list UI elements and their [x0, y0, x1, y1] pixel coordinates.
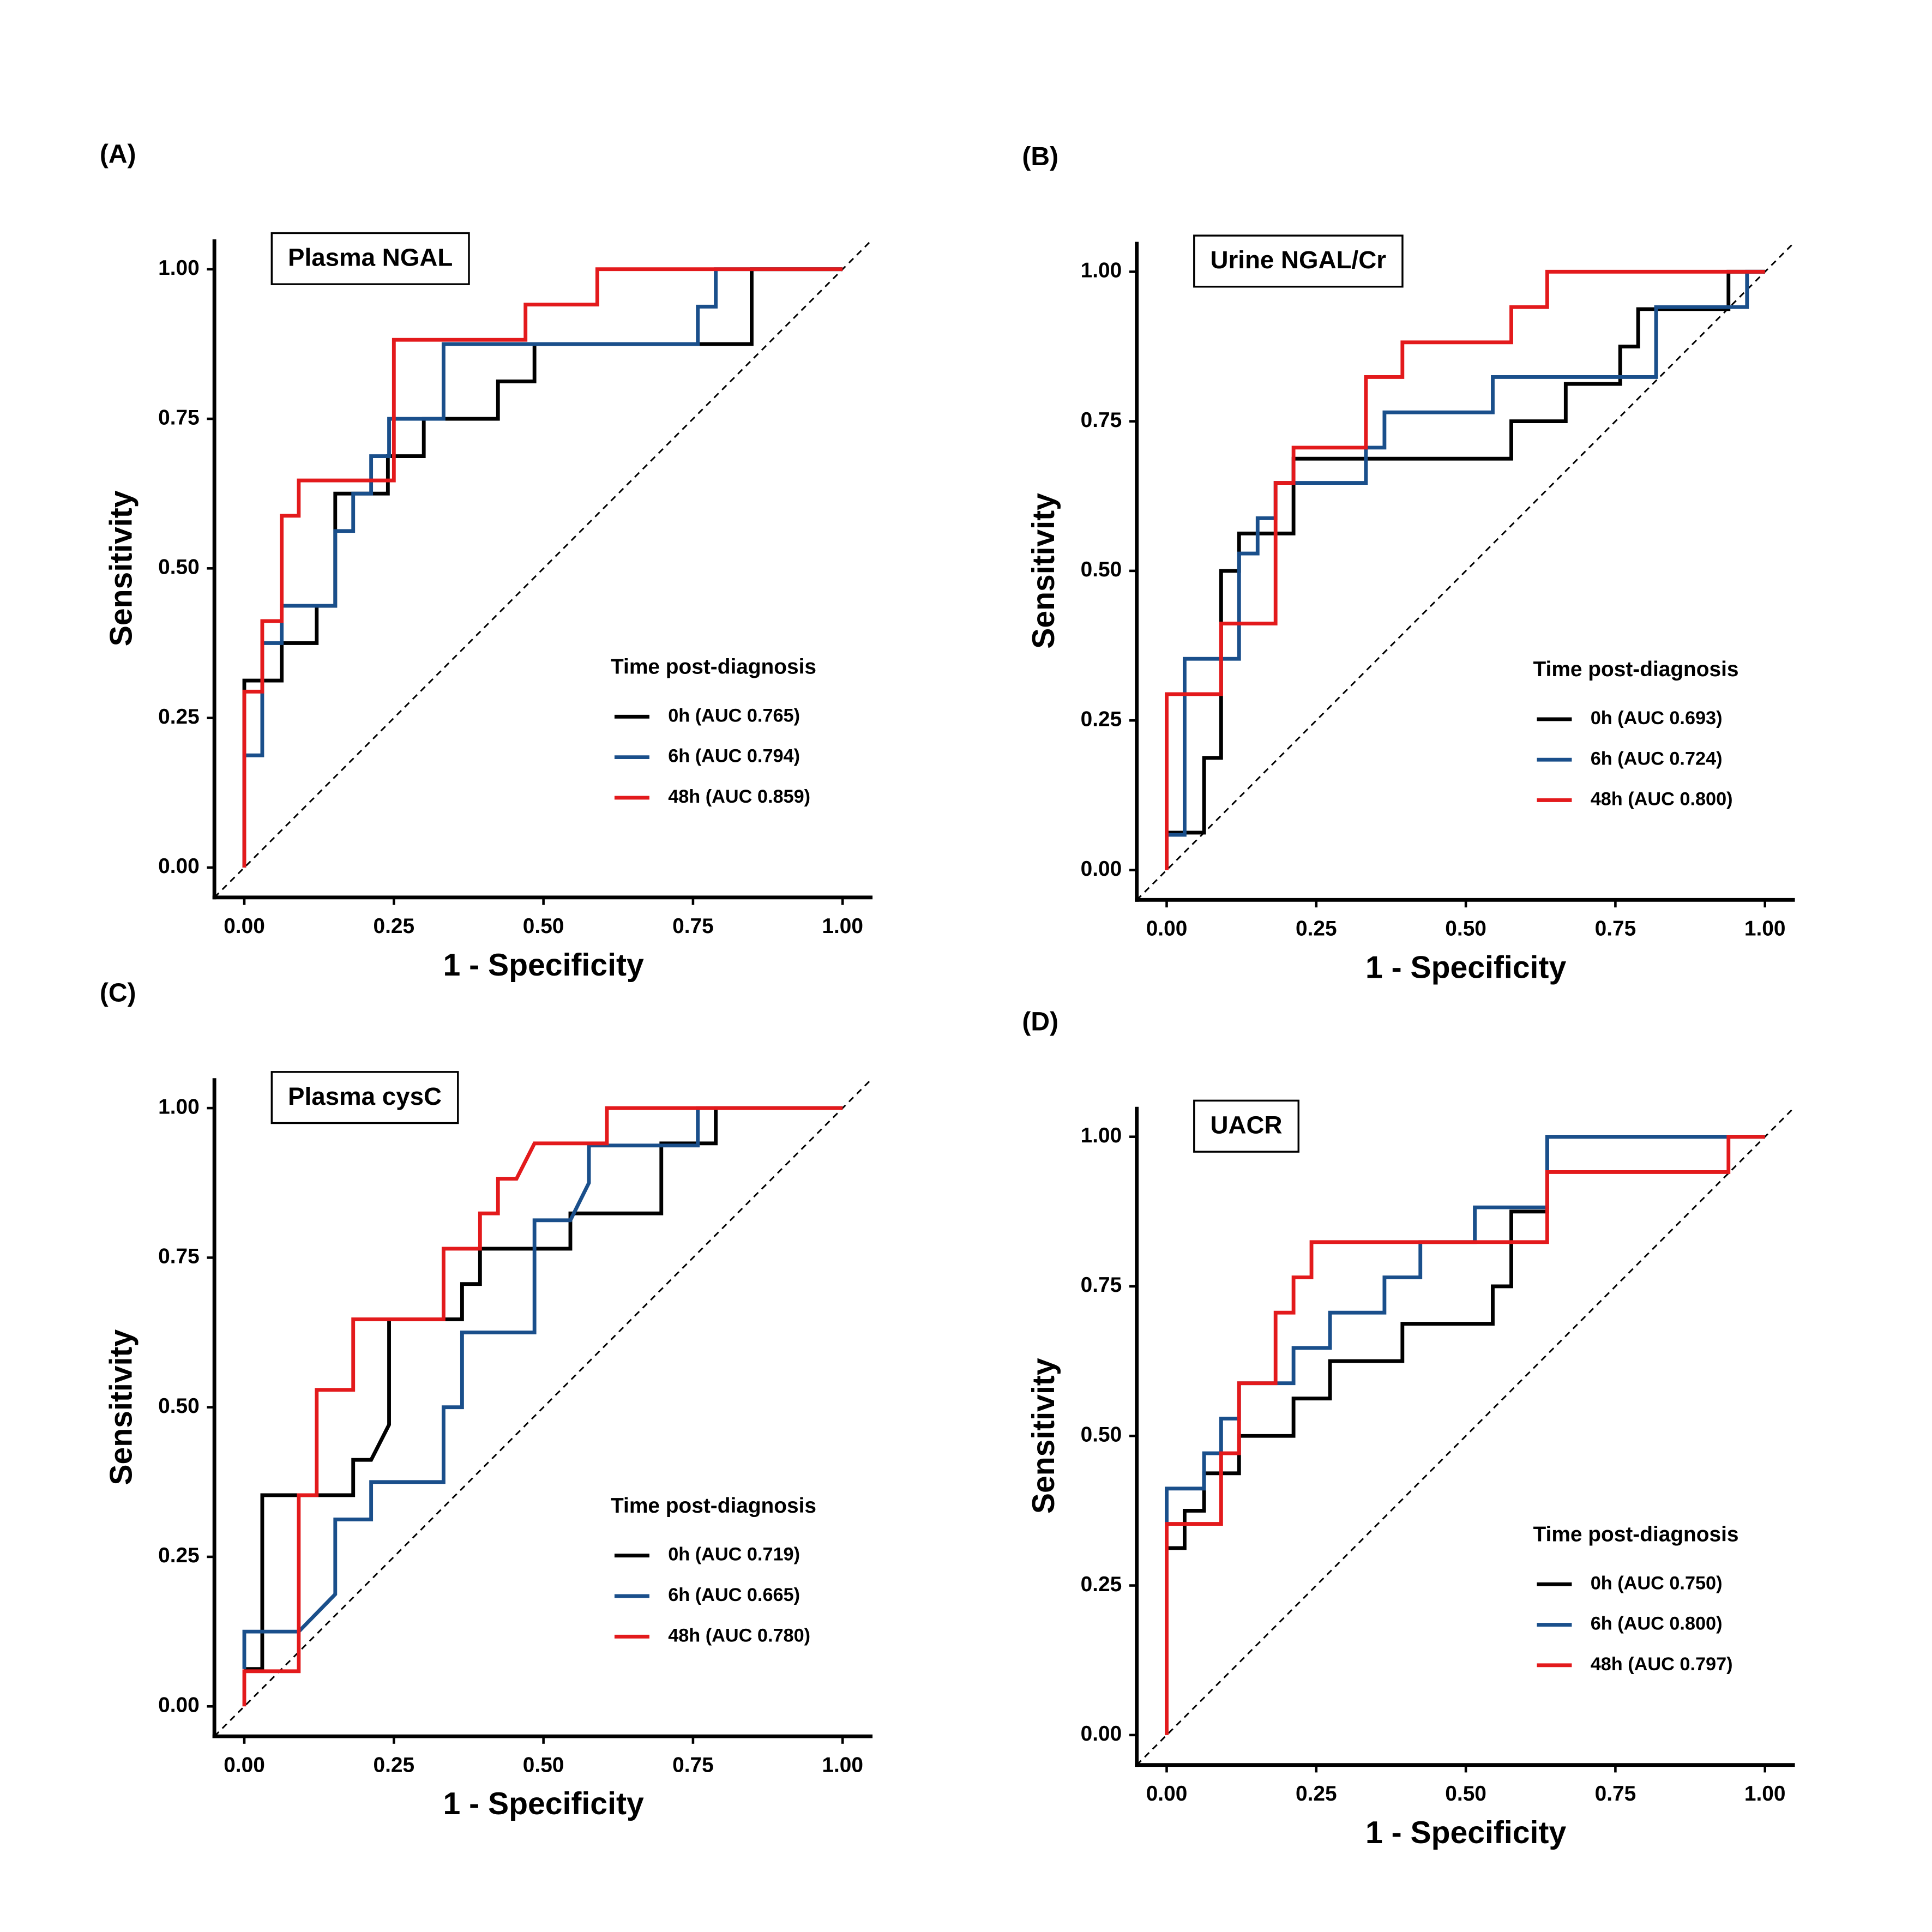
panel-title: Urine NGAL/Cr	[1211, 246, 1387, 274]
x-tick-label: 0.75	[672, 914, 714, 938]
reference-diagonal	[214, 1078, 874, 1737]
panel-title-box	[1193, 1099, 1299, 1153]
y-tick-label: 0.00	[1081, 1722, 1122, 1746]
legend-label: 6h (AUC 0.800)	[1591, 1614, 1723, 1634]
panel-title-box	[270, 232, 470, 285]
y-axis-title: Sensitivity	[104, 1329, 139, 1485]
x-tick-label: 0.00	[224, 1753, 265, 1777]
reference-diagonal	[1136, 241, 1796, 901]
legend-label: 6h (AUC 0.665)	[668, 1585, 800, 1605]
y-axis-title: Sensitivity	[1026, 493, 1061, 649]
roc-curve	[242, 1106, 843, 1707]
y-tick-label: 0.25	[1081, 1573, 1122, 1596]
x-tick-label: 0.50	[1445, 917, 1486, 940]
roc-curve	[1165, 269, 1765, 870]
y-tick-label: 0.50	[1081, 558, 1122, 581]
legend-title: Time post-diagnosis	[1533, 1522, 1739, 1546]
legend-label: 6h (AUC 0.794)	[668, 746, 800, 767]
y-tick-label: 0.50	[158, 556, 200, 579]
reference-diagonal	[1136, 1106, 1796, 1766]
legend-title: Time post-diagnosis	[611, 1494, 816, 1518]
x-tick-label: 0.75	[1595, 917, 1636, 940]
roc-curve	[242, 267, 843, 868]
y-tick-label: 0.00	[158, 1694, 200, 1717]
legend-label: 0h (AUC 0.765)	[668, 705, 800, 726]
y-tick-label: 1.00	[158, 256, 200, 280]
x-tick-label: 0.25	[374, 914, 415, 938]
y-tick-label: 0.25	[1081, 707, 1122, 731]
panel-label: (D)	[1022, 1007, 1058, 1036]
legend-label: 0h (AUC 0.750)	[1591, 1573, 1723, 1593]
legend-label: 6h (AUC 0.724)	[1591, 748, 1723, 769]
panel-title-box	[270, 1071, 459, 1124]
panel-title: UACR	[1211, 1111, 1283, 1139]
panel-label: (A)	[100, 140, 136, 168]
roc-curve	[1165, 269, 1765, 870]
legend-label: 48h (AUC 0.797)	[1591, 1654, 1733, 1675]
y-tick-label: 0.50	[1081, 1423, 1122, 1447]
panel-title: Plasma NGAL	[288, 244, 453, 272]
legend-title: Time post-diagnosis	[611, 655, 816, 678]
x-axis-title: 1 - Specificity	[443, 948, 644, 983]
legend-label: 48h (AUC 0.800)	[1591, 789, 1733, 810]
legend-label: 0h (AUC 0.719)	[668, 1544, 800, 1565]
y-tick-label: 0.75	[158, 1245, 200, 1268]
x-tick-label: 0.75	[672, 1753, 714, 1777]
y-tick-label: 0.00	[158, 854, 200, 878]
panel: 0.00 0.25 0.50 0.75 1.00 0.00 0.25 0.50 0.75 1.00…	[100, 979, 874, 1821]
panel-title-box	[1193, 234, 1404, 288]
x-tick-label: 1.00	[822, 1753, 863, 1777]
y-tick-label: 0.25	[158, 705, 200, 729]
y-tick-label: 0.00	[1081, 857, 1122, 881]
y-tick-label: 1.00	[1081, 1124, 1122, 1147]
panel: 0.00 0.25 0.50 0.75 1.00 0.00 0.25 0.50 0.75 1.00…	[1022, 1007, 1796, 1850]
x-tick-label: 0.00	[1146, 917, 1188, 940]
x-tick-label: 1.00	[822, 914, 863, 938]
roc-curve	[1165, 269, 1765, 870]
roc-curve	[242, 1106, 843, 1669]
legend-label: 0h (AUC 0.693)	[1591, 708, 1723, 729]
y-tick-label: 1.00	[158, 1095, 200, 1118]
x-tick-label: 0.50	[1445, 1782, 1486, 1805]
x-tick-label: 0.25	[1296, 1782, 1337, 1805]
panel-label: (C)	[100, 979, 136, 1008]
roc-curve	[1165, 1135, 1765, 1524]
legend-label: 48h (AUC 0.859)	[668, 786, 810, 807]
legend-title: Time post-diagnosis	[1533, 658, 1739, 681]
x-axis-title: 1 - Specificity	[1365, 1815, 1567, 1850]
reference-diagonal	[214, 238, 874, 898]
x-tick-label: 0.25	[374, 1753, 415, 1777]
roc-curve	[1165, 1135, 1765, 1735]
x-tick-label: 1.00	[1744, 917, 1786, 940]
x-tick-label: 0.50	[523, 914, 564, 938]
panel-title: Plasma cysC	[288, 1082, 442, 1110]
y-tick-label: 0.75	[1081, 408, 1122, 432]
x-tick-label: 0.50	[523, 1753, 564, 1777]
x-tick-label: 0.75	[1595, 1782, 1636, 1805]
roc-curve	[244, 1106, 843, 1671]
y-tick-label: 0.75	[1081, 1273, 1122, 1297]
x-tick-label: 0.25	[1296, 917, 1337, 940]
panel-label: (B)	[1022, 142, 1058, 171]
y-tick-label: 0.25	[158, 1544, 200, 1567]
x-tick-label: 0.00	[1146, 1782, 1188, 1805]
x-tick-label: 1.00	[1744, 1782, 1786, 1805]
legend-label: 48h (AUC 0.780)	[668, 1625, 810, 1646]
x-axis-title: 1 - Specificity	[1365, 950, 1567, 985]
y-axis-title: Sensitivity	[1026, 1358, 1061, 1514]
y-axis-title: Sensitivity	[104, 490, 139, 646]
y-tick-label: 1.00	[1081, 259, 1122, 282]
x-axis-title: 1 - Specificity	[443, 1786, 644, 1821]
y-tick-label: 0.50	[158, 1394, 200, 1418]
roc-curve	[1166, 1135, 1765, 1550]
roc-curve	[242, 267, 843, 868]
panel: 0.00 0.25 0.50 0.75 1.00 0.00 0.25 0.50 0.75 1.00…	[1022, 142, 1796, 985]
x-tick-label: 0.00	[224, 914, 265, 938]
panel: 0.00 0.25 0.50 0.75 1.00 0.00 0.25 0.50 0.75 1.00…	[100, 140, 874, 983]
y-tick-label: 0.75	[158, 406, 200, 429]
